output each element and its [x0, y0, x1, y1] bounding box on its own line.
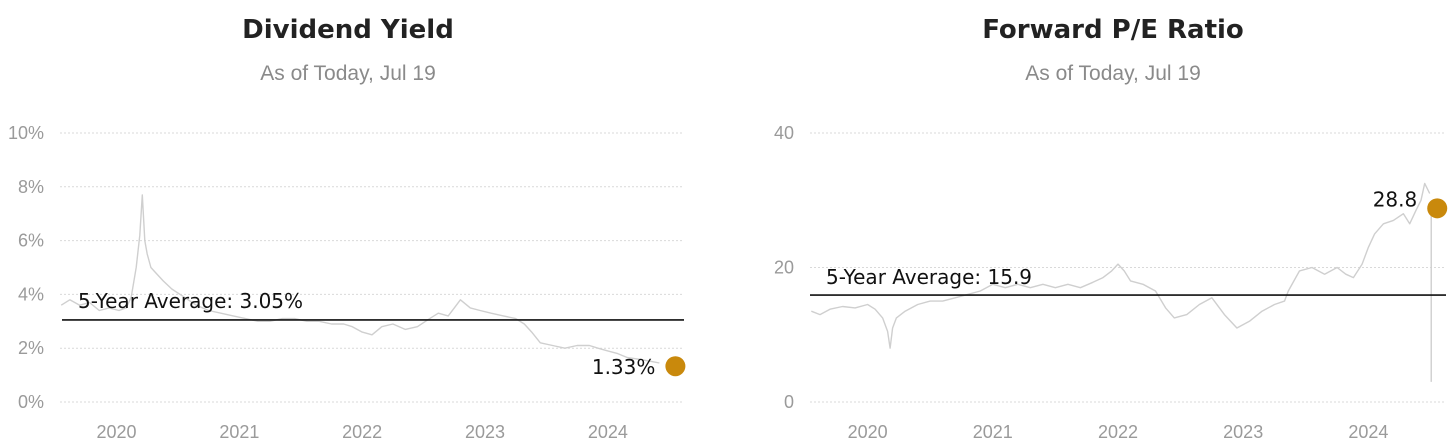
chart-subtitle: As of Today, Jul 19 [260, 62, 436, 85]
x-tick-label: 2023 [465, 422, 505, 442]
x-tick-label: 2020 [848, 422, 888, 442]
chart-title: Forward P/E Ratio [982, 15, 1244, 45]
dividend-yield-chart-svg: Dividend Yield As of Today, Jul 19 0% 2% 4… [8, 15, 686, 442]
dividend-yield-chart: Dividend Yield As of Today, Jul 19 0% 2% 4… [8, 15, 686, 442]
x-tick-label: 2021 [219, 422, 259, 442]
latest-value-label: 1.33% [592, 355, 656, 379]
x-tick-label: 2020 [96, 422, 136, 442]
y-tick-label: 8% [18, 177, 44, 197]
y-tick-label: 6% [18, 231, 44, 251]
y-tick-label: 0% [18, 392, 44, 412]
y-tick-label: 0 [784, 392, 794, 412]
x-tick-label: 2024 [1348, 422, 1388, 442]
latest-value-label: 28.8 [1373, 187, 1418, 211]
y-tick-label: 10% [8, 123, 44, 143]
average-label: 5-Year Average: 3.05% [78, 289, 303, 313]
forward-pe-ratio-chart-svg: Forward P/E Ratio As of Today, Jul 19 0 2… [774, 15, 1448, 442]
chart-title: Dividend Yield [242, 15, 454, 45]
x-tick-label: 2024 [588, 422, 628, 442]
x-tick-label: 2023 [1223, 422, 1263, 442]
latest-value-marker [1427, 198, 1448, 219]
x-tick-label: 2022 [342, 422, 382, 442]
latest-value-marker [665, 356, 686, 377]
y-tick-label: 2% [18, 338, 44, 358]
chart-subtitle: As of Today, Jul 19 [1025, 62, 1201, 85]
series-line [60, 194, 660, 364]
average-label: 5-Year Average: 15.9 [826, 265, 1032, 289]
forward-pe-ratio-chart: Forward P/E Ratio As of Today, Jul 19 0 2… [728, 0, 1456, 445]
series-line [811, 182, 1431, 349]
x-tick-label: 2022 [1098, 422, 1138, 442]
y-tick-label: 4% [18, 284, 44, 304]
x-tick-label: 2021 [973, 422, 1013, 442]
y-tick-label: 40 [774, 123, 794, 143]
y-tick-label: 20 [774, 258, 794, 278]
